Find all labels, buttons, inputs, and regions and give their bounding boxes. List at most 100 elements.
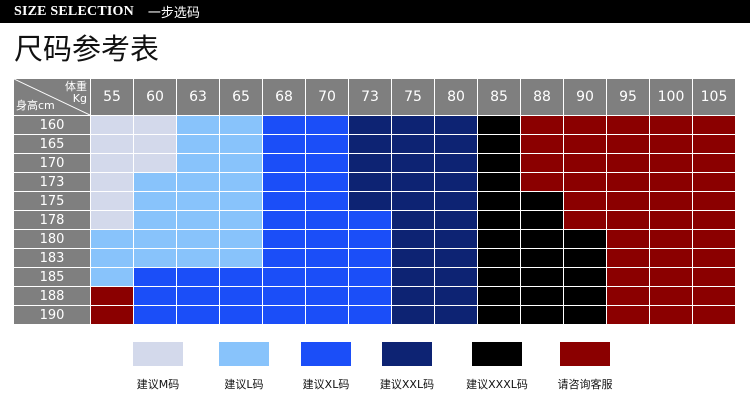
corner-height-label: 身高cm (16, 99, 55, 112)
size-cell-xl (263, 173, 306, 192)
table-header-row: 体重 Kg 身高cm 55 60 63 65 68 70 73 75 80 85 88 90 95 100… (14, 79, 736, 116)
size-cell-ask (693, 230, 736, 249)
size-cell-l (134, 192, 177, 211)
weight-header-90: 90 (564, 79, 607, 116)
legend-swatch-l (219, 342, 269, 366)
size-cell-xl (306, 135, 349, 154)
size-cell-ask (650, 192, 693, 211)
weight-header-95: 95 (607, 79, 650, 116)
size-legend: 建议M码 建议L码 建议XL码 建议XXL码 建议XXXL码 请咨询客服 (0, 342, 750, 402)
size-cell-xxl (392, 173, 435, 192)
size-cell-xl (349, 211, 392, 230)
size-cell-xxl (349, 154, 392, 173)
size-cell-ask (521, 116, 564, 135)
size-cell-ask (650, 173, 693, 192)
table-row: 183 (14, 249, 736, 268)
size-cell-ask (650, 135, 693, 154)
size-selection-heading: SIZE SELECTION (14, 3, 134, 19)
table-row: 178 (14, 211, 736, 230)
size-cell-xxxl (478, 230, 521, 249)
size-cell-xl (306, 211, 349, 230)
size-cell-xxxl (478, 249, 521, 268)
size-cell-m (91, 116, 134, 135)
size-cell-ask (650, 211, 693, 230)
size-cell-xl (220, 268, 263, 287)
size-cell-xl (263, 135, 306, 154)
size-cell-l (177, 135, 220, 154)
size-cell-ask (564, 135, 607, 154)
size-cell-xl (306, 268, 349, 287)
weight-header-70: 70 (306, 79, 349, 116)
legend-item-xxxl: 建议XXXL码 (462, 342, 532, 392)
height-label-183: 183 (14, 249, 91, 268)
size-cell-ask (564, 116, 607, 135)
size-cell-xxl (392, 192, 435, 211)
size-cell-xl (263, 249, 306, 268)
size-cell-xl (263, 287, 306, 306)
height-label-188: 188 (14, 287, 91, 306)
weight-unit-label: Kg (72, 92, 87, 105)
legend-item-xxl: 建议XXL码 (372, 342, 442, 392)
weight-header-63: 63 (177, 79, 220, 116)
size-cell-xl (177, 306, 220, 325)
weight-header-88: 88 (521, 79, 564, 116)
size-cell-xxxl (478, 268, 521, 287)
size-cell-xl (349, 230, 392, 249)
size-cell-xxl (392, 154, 435, 173)
size-cell-ask (693, 154, 736, 173)
size-cell-xl (306, 249, 349, 268)
height-label-170: 170 (14, 154, 91, 173)
size-cell-m (134, 116, 177, 135)
size-cell-xxxl (564, 230, 607, 249)
size-chart-table: 体重 Kg 身高cm 55 60 63 65 68 70 73 75 80 85 88 90 95 100… (14, 79, 736, 325)
size-cell-xxxl (478, 135, 521, 154)
size-cell-xl (263, 192, 306, 211)
size-cell-xl (177, 268, 220, 287)
legend-label-xxxl: 建议XXXL码 (466, 378, 528, 391)
size-cell-ask (607, 249, 650, 268)
size-cell-l (91, 249, 134, 268)
weight-header-105: 105 (693, 79, 736, 116)
height-label-173: 173 (14, 173, 91, 192)
top-banner: SIZE SELECTION 一步选码 (0, 0, 750, 23)
size-cell-l (220, 173, 263, 192)
size-cell-xxl (435, 173, 478, 192)
size-cell-xxl (435, 192, 478, 211)
legend-swatch-m (133, 342, 183, 366)
size-cell-ask (693, 287, 736, 306)
corner-diagonal (14, 79, 90, 115)
size-cell-l (220, 230, 263, 249)
size-cell-m (91, 192, 134, 211)
height-label-185: 185 (14, 268, 91, 287)
size-cell-m (91, 211, 134, 230)
size-cell-xxl (349, 116, 392, 135)
size-cell-xl (263, 116, 306, 135)
size-cell-ask (564, 192, 607, 211)
size-cell-ask (607, 173, 650, 192)
size-cell-xxxl (478, 306, 521, 325)
size-cell-xxxl (521, 249, 564, 268)
legend-label-ask: 请咨询客服 (557, 378, 613, 391)
table-row: 190 (14, 306, 736, 325)
size-cell-xl (263, 268, 306, 287)
size-cell-ask (607, 116, 650, 135)
legend-label-m: 建议M码 (136, 378, 180, 391)
legend-swatch-ask (560, 342, 610, 366)
size-cell-xxl (349, 173, 392, 192)
size-cell-ask (693, 173, 736, 192)
size-cell-xl (306, 116, 349, 135)
size-cell-xl (306, 154, 349, 173)
size-cell-xxxl (521, 211, 564, 230)
size-cell-xl (349, 268, 392, 287)
size-cell-xxxl (564, 268, 607, 287)
height-label-165: 165 (14, 135, 91, 154)
size-cell-xxxl (521, 192, 564, 211)
size-cell-xxxl (478, 211, 521, 230)
size-cell-xxxl (564, 306, 607, 325)
size-cell-xxxl (478, 192, 521, 211)
size-cell-ask (564, 211, 607, 230)
size-cell-xl (220, 287, 263, 306)
size-cell-xl (349, 249, 392, 268)
size-cell-ask (650, 154, 693, 173)
size-cell-ask (693, 249, 736, 268)
